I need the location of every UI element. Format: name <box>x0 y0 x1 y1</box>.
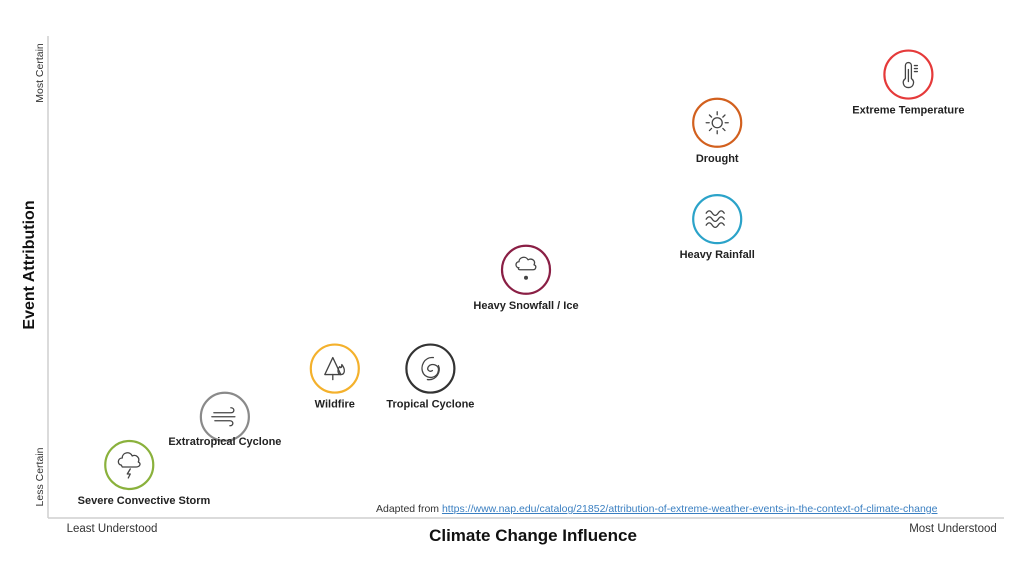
credit-prefix: Adapted from <box>376 503 440 515</box>
data-point-heavy-snowfall-ice: Heavy Snowfall / Ice <box>473 244 579 312</box>
thermometer-icon <box>902 61 919 89</box>
cloud-lightning-icon <box>117 452 141 479</box>
x-axis-max-label: Most Understood <box>909 523 997 535</box>
data-point-tropical-cyclone: Tropical Cyclone <box>386 343 474 411</box>
point-label-extreme-temperature: Extreme Temperature <box>852 105 964 117</box>
point-label-heavy-snowfall-ice: Heavy Snowfall / Ice <box>473 300 578 312</box>
sun-icon <box>705 111 729 135</box>
tree-fire-icon <box>324 356 345 381</box>
point-label-tropical-cyclone: Tropical Cyclone <box>386 399 474 411</box>
cloud-snow-icon <box>515 256 537 280</box>
point-label-heavy-rainfall: Heavy Rainfall <box>680 249 755 261</box>
marker-tropical-cyclone <box>405 343 456 394</box>
wind-icon <box>211 407 236 427</box>
point-label-severe-convective-storm: Severe Convective Storm <box>78 495 211 507</box>
point-label-drought: Drought <box>696 153 739 165</box>
data-point-severe-convective-storm: Severe Convective Storm <box>78 439 211 507</box>
marker-wildfire <box>309 343 360 394</box>
point-label-wildfire: Wildfire <box>315 399 355 411</box>
data-point-wildfire: Wildfire <box>309 343 360 411</box>
x-axis-min-label: Least Understood <box>67 523 158 535</box>
x-axis-title: Climate Change Influence <box>429 526 637 545</box>
data-point-heavy-rainfall: Heavy Rainfall <box>680 194 755 261</box>
y-axis-title: Event Attribution <box>21 200 38 329</box>
data-point-extreme-temperature: Extreme Temperature <box>852 49 965 117</box>
marker-drought <box>692 97 743 148</box>
data-point-drought: Drought <box>692 97 743 165</box>
marker-heavy-rainfall <box>692 194 743 245</box>
y-axis-min-label: Less Certain <box>34 447 46 506</box>
marker-severe-convective-storm <box>104 439 155 491</box>
y-axis-max-label: Most Certain <box>34 43 46 103</box>
hurricane-icon <box>421 356 440 381</box>
source-credit: Adapted from https://www.nap.edu/catalog… <box>376 503 937 515</box>
waves-icon <box>705 210 725 229</box>
point-label-extratropical-cyclone: Extratropical Cyclone <box>168 436 281 448</box>
data-point-extratropical-cyclone: Extratropical Cyclone <box>168 391 281 448</box>
points-layer: Severe Convective Storm Extratropical Cyc… <box>78 49 965 507</box>
source-link[interactable]: https://www.nap.edu/catalog/21852/attrib… <box>441 503 938 515</box>
